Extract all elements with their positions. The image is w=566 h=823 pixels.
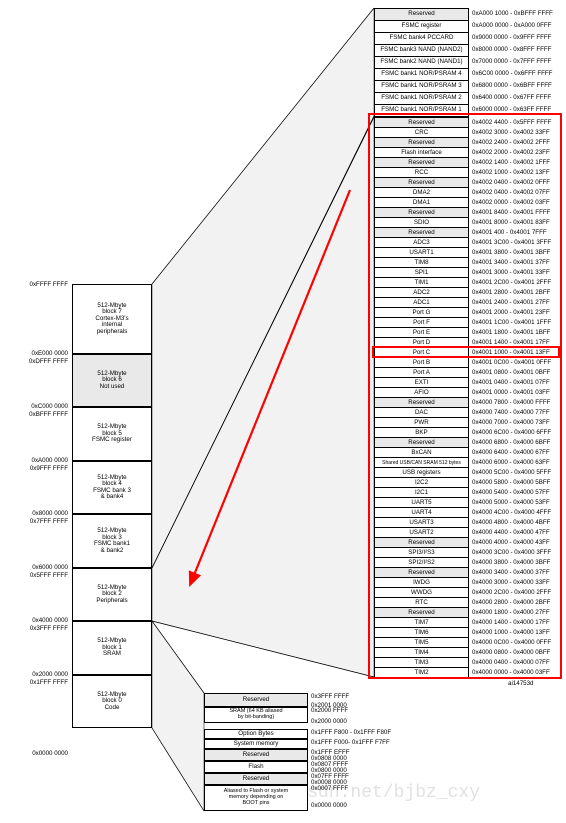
periph-addr: 0x4001 8400 - 0x4001 FFFF: [472, 209, 550, 216]
periph-addr: 0x4002 3000 - 0x4002 33FF: [472, 129, 550, 136]
code-sub-row: Reserved: [204, 693, 308, 707]
periph-addr: 0x4002 2000 - 0x4002 23FF: [472, 149, 550, 156]
periph-addr: 0x4000 0C00 - 0x4000 0FFF: [472, 639, 551, 646]
periph-addr: 0x4000 2800 - 0x4000 2BFF: [472, 599, 550, 606]
fsmc-addr: 0x6400 0000 - 0x67FF FFFF: [472, 94, 551, 101]
periph-addr: 0x4000 5400 - 0x4000 57FF: [472, 489, 550, 496]
periph-addr: 0x4001 0800 - 0x4001 0BFF: [472, 369, 550, 376]
periph-addr: 0x4000 5000 - 0x4000 53FF: [472, 499, 550, 506]
periph-addr: 0x4000 5800 - 0x4000 5BFF: [472, 479, 550, 486]
code-sub-addr: 0x1FFF F800 - 0x1FFF F80F: [311, 729, 391, 736]
periph-addr: 0x4001 3400 - 0x4001 37FF: [472, 259, 550, 266]
periph-addr: 0x4002 2400 - 0x4002 2FFF: [472, 139, 550, 146]
left-address: 0xBFFF FFFF: [6, 411, 68, 418]
code-sub-row: Flash: [204, 761, 308, 773]
fsmc-addr: 0x6800 0000 - 0x6BFF FFFF: [472, 82, 552, 89]
periph-addr: 0x4001 8000 - 0x4001 83FF: [472, 219, 550, 226]
code-sub-addr: 0x0000 0000: [311, 802, 347, 809]
periph-addr: 0x4000 5C00 - 0x4000 5FFF: [472, 469, 551, 476]
periph-addr: 0x4000 4C00 - 0x4000 4FFF: [472, 509, 551, 516]
left-address: 0x6000 0000: [6, 564, 68, 571]
left-address: 0x7FFF FFFF: [6, 518, 68, 525]
periph-addr: 0x4001 3800 - 0x4001 3BFF: [472, 249, 550, 256]
periph-addr: 0x4002 0400 - 0x4002 0FFF: [472, 179, 550, 186]
left-address: 0x2000 0000: [6, 671, 68, 678]
periph-addr: 0x4000 3400 - 0x4000 37FF: [472, 569, 550, 576]
left-address: 0x9FFF FFFF: [6, 465, 68, 472]
periph-addr: 0x4000 3000 - 0x4000 33FF: [472, 579, 550, 586]
code-sub-addr: 0x2000 FFFF: [311, 707, 348, 714]
periph-addr: 0x4000 0400 - 0x4000 07FF: [472, 659, 550, 666]
periph-addr: 0x4000 2C00 - 0x4000 2FFF: [472, 589, 551, 596]
fsmc-addr: 0x6C00 0000 - 0x6FFF FFFF: [472, 70, 552, 77]
left-address: 0xFFFF FFFF: [6, 281, 68, 288]
periph-addr: 0x4000 0000 - 0x4000 03FF: [472, 669, 550, 676]
periph-addr: 0x4000 3C00 - 0x4000 3FFF: [472, 549, 551, 556]
periph-addr: 0x4002 1400 - 0x4002 1FFF: [472, 159, 550, 166]
code-sub-addr: 0x2000 0000: [311, 718, 347, 725]
left-address: 0x0000 0000: [6, 750, 68, 757]
left-address: 0x4000 0000: [6, 617, 68, 624]
periph-addr: 0x4000 4400 - 0x4000 47FF: [472, 529, 550, 536]
fsmc-addr: 0x8000 0000 - 0x8FFF FFFF: [472, 46, 551, 53]
periph-addr: 0x4001 3000 - 0x4001 33FF: [472, 269, 550, 276]
left-address: 0x1FFF FFFF: [6, 679, 68, 686]
periph-addr: 0x4001 2000 - 0x4001 23FF: [472, 309, 550, 316]
periph-addr: 0x4001 0C00 - 0x4001 0FFF: [472, 359, 551, 366]
periph-addr: 0x4001 2800 - 0x4001 2BFF: [472, 289, 550, 296]
periph-row: TIM2: [374, 667, 469, 678]
periph-addr: 0x4000 1800 - 0x4000 27FF: [472, 609, 550, 616]
fsmc-addr: 0x9000 0000 - 0x9FFF FFFF: [472, 34, 551, 41]
left-address: 0x5FFF FFFF: [6, 572, 68, 579]
periph-addr: 0x4000 6400 - 0x4000 67FF: [472, 449, 550, 456]
code-sub-row: Option Bytes: [204, 729, 308, 739]
periph-addr: 0x4001 3C00 - 0x4001 3FFF: [472, 239, 551, 246]
periph-addr: 0x4001 0000 - 0x4001 03FF: [472, 389, 550, 396]
code-sub-row: System memory: [204, 739, 308, 749]
fsmc-addr: 0x7000 0000 - 0x7FFF FFFF: [472, 58, 551, 65]
periph-addr: 0x4000 6800 - 0x4000 6BFF: [472, 439, 550, 446]
fsmc-row: FSMC bank1 NOR/PSRAM 1: [374, 104, 469, 117]
code-sub-addr: 0x3FFF FFFF: [311, 693, 349, 700]
periph-addr: 0x4000 1000 - 0x4000 13FF: [472, 629, 550, 636]
periph-addr: 0x4001 400 - 0x4001 7FFF: [472, 229, 547, 236]
periph-addr: 0x4000 4800 - 0x4000 4BFF: [472, 519, 550, 526]
periph-addr: 0x4000 4000 - 0x4000 43FF: [472, 539, 550, 546]
periph-addr: 0x4001 1000 - 0x4001 13FF: [472, 349, 550, 356]
code-sub-row: Reserved: [204, 749, 308, 761]
periph-addr: 0x4002 0400 - 0x4002 07FF: [472, 189, 550, 196]
periph-addr: 0x4000 7800 - 0x4000 FFFF: [472, 399, 550, 406]
periph-addr: 0x4001 0400 - 0x4001 07FF: [472, 379, 550, 386]
fsmc-addr: 0xA000 0000 - 0xA000 0FFF: [472, 22, 551, 29]
figure-id: ai14753d: [508, 680, 533, 687]
periph-addr: 0x4002 0000 - 0x4002 03FF: [472, 199, 550, 206]
code-sub-row: SRAM (64 KB aliasedby bit-banding): [204, 707, 308, 723]
periph-addr: 0x4000 7000 - 0x4000 73FF: [472, 419, 550, 426]
periph-addr: 0x4002 1000 - 0x4002 13FF: [472, 169, 550, 176]
code-sub-addr: 0x0007 FFFF: [311, 785, 348, 792]
fsmc-addr: 0xA000 1000 - 0xBFFF FFFF: [472, 10, 553, 17]
left-address: 0xC000 0000: [6, 403, 68, 410]
periph-addr: 0x4001 1800 - 0x4001 1BFF: [472, 329, 550, 336]
periph-addr: 0x4000 3800 - 0x4000 3BFF: [472, 559, 550, 566]
left-address: 0xA000 0000: [6, 457, 68, 464]
periph-addr: 0x4001 1C00 - 0x4001 1FFF: [472, 319, 551, 326]
periph-addr: 0x4002 4400 - 0x5FFF FFFF: [472, 119, 551, 126]
periph-addr: 0x4000 6C00 - 0x4000 6FFF: [472, 429, 551, 436]
code-sub-row: Reserved: [204, 773, 308, 785]
periph-addr: 0x4000 0800 - 0x4000 0BFF: [472, 649, 550, 656]
fsmc-addr: 0x6000 0000 - 0x63FF FFFF: [472, 106, 551, 113]
periph-addr: 0x4001 1400 - 0x4001 17FF: [472, 339, 550, 346]
periph-addr: 0x4000 6000 - 0x4000 63FF: [472, 459, 550, 466]
left-address: 0xDFFF FFFF: [6, 358, 68, 365]
code-sub-addr: 0x1FFF F000- 0x1FFF F7FF: [311, 739, 390, 746]
periph-addr: 0x4000 7400 - 0x4000 77FF: [472, 409, 550, 416]
periph-addr: 0x4000 1400 - 0x4000 17FF: [472, 619, 550, 626]
left-address: 0x8000 0000: [6, 510, 68, 517]
left-address: 0xE000 0000: [6, 350, 68, 357]
periph-addr: 0x4001 2C00 - 0x4001 2FFF: [472, 279, 551, 286]
left-address: 0x3FFF FFFF: [6, 625, 68, 632]
code-sub-row: Aliased to Flash or systemmemory dependi…: [204, 785, 308, 811]
periph-addr: 0x4001 2400 - 0x4001 27FF: [472, 299, 550, 306]
